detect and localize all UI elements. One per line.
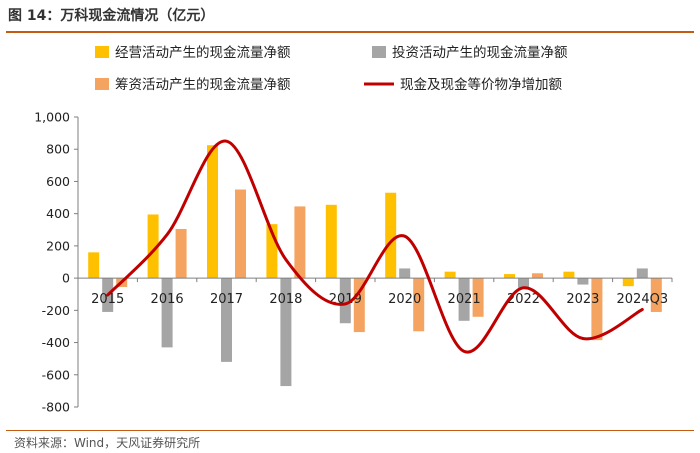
bar xyxy=(458,278,470,321)
legend-swatch xyxy=(372,46,386,58)
legend-swatch xyxy=(95,78,109,90)
legend-label: 经营活动产生的现金流量净额 xyxy=(115,45,291,61)
y-tick-label: -800 xyxy=(42,400,70,415)
y-tick-label: 400 xyxy=(46,206,70,221)
net-increase-line-layer xyxy=(106,139,644,354)
y-tick-label: 800 xyxy=(46,142,70,157)
x-tick-label: 2024Q3 xyxy=(617,292,669,307)
x-axis xyxy=(77,277,673,283)
y-tick-label: 600 xyxy=(46,174,70,189)
bar xyxy=(88,252,100,279)
figure-header: 图 14：万科现金流情况（亿元） xyxy=(6,4,694,33)
source-divider xyxy=(6,430,694,431)
source-note: 资料来源：Wind，天风证券研究所 xyxy=(14,436,201,450)
bar xyxy=(207,145,218,279)
bar xyxy=(235,189,246,279)
bar xyxy=(472,278,484,317)
legend-label: 现金及现金等价物净增加额 xyxy=(400,76,562,93)
legend-label: 投资活动产生的现金流量净额 xyxy=(392,45,568,61)
bar xyxy=(577,278,589,285)
x-tick-label: 2020 xyxy=(388,292,421,307)
legend-label: 筹资活动产生的现金流量净额 xyxy=(115,76,291,93)
legend-swatch xyxy=(95,46,109,58)
bar xyxy=(353,278,365,333)
x-tick-label: 2017 xyxy=(210,292,243,307)
bar xyxy=(221,278,232,362)
bar xyxy=(650,278,662,312)
bar xyxy=(147,214,159,279)
y-tick-label: 200 xyxy=(46,238,70,253)
bar xyxy=(636,268,648,279)
x-axis-labels: 2015 2016 2017 2018 2019 2020 2021 2022 2023 2024… xyxy=(91,292,668,307)
bar xyxy=(591,278,603,341)
bar xyxy=(444,271,456,279)
bar xyxy=(280,278,292,387)
bar xyxy=(385,192,397,279)
bar xyxy=(399,268,411,279)
x-tick-label: 2021 xyxy=(448,292,481,307)
y-tick-label: -600 xyxy=(42,367,70,382)
title-divider xyxy=(6,31,694,33)
bar xyxy=(504,274,515,279)
x-tick-label: 2022 xyxy=(507,292,540,307)
bar xyxy=(161,278,173,348)
x-tick-label: 2016 xyxy=(151,292,184,307)
bar xyxy=(563,271,575,279)
y-tick-label: -400 xyxy=(42,335,70,350)
x-tick-label: 2018 xyxy=(269,292,302,307)
net-increase-line xyxy=(106,139,644,354)
x-tick-label: 2015 xyxy=(91,292,124,307)
bar xyxy=(325,204,337,279)
y-tick-label: -200 xyxy=(42,303,70,318)
bar xyxy=(294,206,306,279)
bar xyxy=(413,278,425,332)
bar xyxy=(175,228,187,279)
bar xyxy=(339,278,351,324)
y-axis: -800 -600 -400 -200 0 200 400 600 800 1,000 xyxy=(34,110,79,415)
bar xyxy=(266,224,278,279)
bar xyxy=(622,278,634,287)
figure-title: 图 14：万科现金流情况（亿元） xyxy=(8,8,215,24)
x-tick-label: 2023 xyxy=(566,292,599,307)
bar xyxy=(518,278,529,288)
bar xyxy=(532,273,543,279)
y-tick-label: 0 xyxy=(62,271,70,286)
y-tick-label: 1,000 xyxy=(34,110,70,125)
